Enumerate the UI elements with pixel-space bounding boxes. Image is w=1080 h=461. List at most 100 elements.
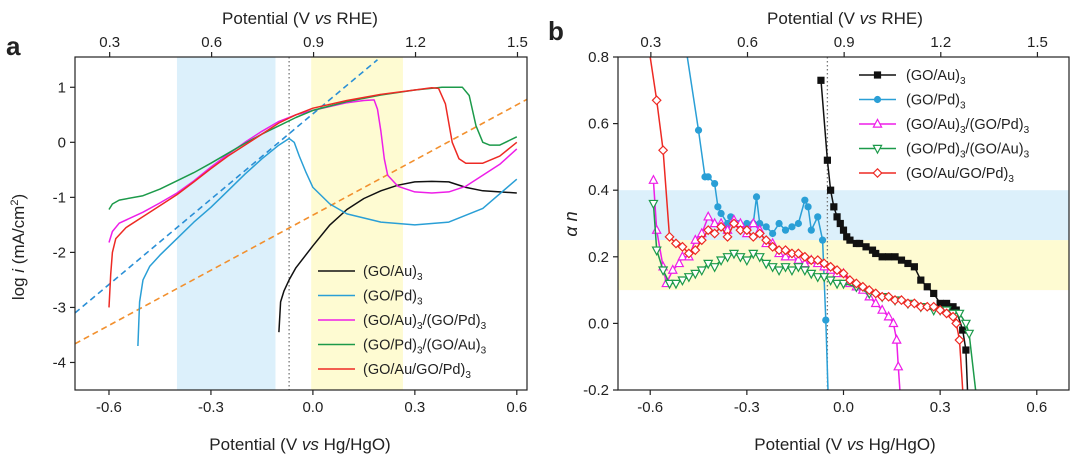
b-series-go-au-3-point-15 — [885, 253, 893, 261]
b-series-go-au-go-pd-3-point-22 — [793, 248, 804, 259]
a-top-axis-title: Potential (V vs RHE) — [222, 9, 378, 28]
b-y-tick-label: 0.8 — [588, 49, 609, 66]
a-y-tick-label: -4 — [53, 354, 66, 371]
b-series-go-au-go-pd-3-point-32 — [857, 281, 868, 292]
a-top-tick-label: 0.9 — [303, 34, 324, 51]
a-series-go-pd-3 — [137, 137, 518, 347]
b-x-tick-label: 0.6 — [1026, 399, 1047, 416]
b-series-go-pd-3-point-10 — [743, 219, 751, 228]
b-series-go-pd-3-go-au-3-point-26 — [812, 273, 823, 283]
b-series-go-au-3-go-pd-3-tail — [897, 366, 901, 390]
b-series-go-au-go-pd-3-point-20 — [780, 245, 791, 256]
b-x-tick-label: 0.3 — [930, 399, 951, 416]
b-series-go-pd-3-go-au-3-point-10 — [709, 263, 720, 273]
a-x-tick-label: 0.0 — [302, 399, 323, 416]
b-series-go-pd-3-go-au-3-point-7 — [690, 269, 701, 280]
b-series-go-au-3-go-pd-3-point-36 — [870, 297, 881, 308]
b-series-go-au-3-point-22 — [930, 289, 938, 298]
b-series-go-au-go-pd-3-point-34 — [870, 288, 881, 299]
b-series-go-au-go-pd-3-point-43 — [928, 301, 939, 312]
b-series-go-pd-3-go-au-3-point-12 — [722, 253, 733, 263]
b-series-go-pd-3-go-au-3-point-3 — [664, 279, 675, 290]
b-series-go-au-go-pd-3-point-28 — [832, 265, 843, 276]
a-top-tick-label: 0.3 — [99, 34, 120, 51]
b-series-go-au-go-pd-3-tail_end — [958, 340, 964, 390]
b-series-go-pd-3-point-22 — [807, 226, 815, 234]
a-axes: -0.6 -0.3 0.0 0.3 0.6 -4 -3 -2 -1 0 1 0.3 0.6 0.9 1.2 1… — [53, 34, 528, 416]
b-series-go-au-3-point-8 — [846, 236, 854, 244]
b-series-go-au-3-point-23 — [936, 299, 944, 308]
a-x-tick-label: -0.3 — [198, 399, 224, 416]
a-x-tick-label: 0.3 — [404, 399, 425, 416]
b-series-go-au-3-point-0 — [817, 76, 825, 84]
a-series-go-au-3-go-pd-3 — [108, 99, 518, 243]
a-legend-go-au-3-label: (GO/Au)3 — [363, 264, 423, 283]
b-series-go-au-3-point-6 — [839, 226, 848, 234]
a-series-go-au-3 — [278, 180, 517, 333]
b-y-tick-label: -0.2 — [583, 382, 609, 399]
b-series-go-pd-3-point-15 — [769, 229, 777, 238]
b-series-go-pd-3-point-24 — [818, 236, 827, 244]
a-y-tick-label: -2 — [53, 244, 66, 261]
b-series-go-pd-3-point-2 — [704, 173, 712, 181]
b-series-go-au-3-point-18 — [904, 259, 912, 268]
a-legend-go-pd-3-go-au-3-label: (GO/Pd)3/(GO/Au)3 — [363, 338, 487, 357]
b-series-go-pd-3-go-au-3-point-1 — [651, 246, 662, 257]
b-series-go-au-go-pd-3-point-48 — [954, 335, 965, 346]
panel-label-b: b — [548, 16, 564, 46]
b-series-go-pd-3-go-au-3-point-4 — [670, 279, 682, 290]
b-series-go-au-go-pd-3-point-15 — [748, 231, 759, 242]
a-top-tick-label: 0.6 — [201, 34, 222, 51]
b-top-tick-label: 0.9 — [834, 34, 855, 51]
a-y-tick-label: 1 — [58, 79, 66, 96]
a-tafel-fit-1 — [75, 98, 527, 345]
a-plot-lines — [75, 57, 527, 390]
b-axes: -0.6 -0.3 0.0 0.3 0.6 -0.2 0.0 0.2 0.4 0.6 0.8 0.3 0… — [583, 34, 1070, 416]
b-series-go-au-3-point-2 — [827, 186, 835, 194]
b-series-go-au-go-pd-3-point-8 — [703, 225, 714, 236]
b-series-go-au-3-go-pd-3-point-40 — [891, 334, 902, 344]
b-series-go-pd-3-go-au-3-point-0 — [648, 199, 659, 210]
b-series-go-au-3-point-27 — [959, 326, 967, 334]
b-series-go-au-go-pd-3-point-36 — [883, 291, 894, 302]
b-y-tick-label: 0.2 — [588, 249, 609, 266]
b-series-go-au-go-pd-3-point-11 — [722, 231, 733, 242]
b-series-go-au-go-pd-3-point-1 — [658, 145, 669, 156]
b-top-tick-label: 0.6 — [737, 34, 758, 51]
a-series-go-pd-3-go-au-3 — [108, 86, 518, 210]
b-plot-lines — [648, 57, 977, 390]
b-series-go-au-go-pd-3-point-2 — [664, 231, 675, 242]
a-legend-go-pd-3-label: (GO/Pd)3 — [363, 289, 423, 308]
b-series-go-pd-3-go-au-3-point-30 — [838, 279, 849, 290]
b-series-go-au-3-go-pd-3-point-11 — [709, 217, 720, 228]
b-series-go-au-go-pd-3-point-18 — [767, 241, 778, 252]
b-series-go-au-3-point-17 — [897, 256, 906, 264]
b-series-go-au-go-pd-3-point-47 — [951, 318, 962, 329]
b-series-go-pd-3-go-au-3-point-6 — [683, 273, 694, 283]
b-series-go-au-go-pd-3-point-12 — [728, 218, 740, 229]
b-series-go-au-3-point-19 — [910, 263, 918, 271]
b-series-go-au-3-point-28 — [962, 346, 970, 354]
b-series-go-pd-3-go-au-3-point-20 — [773, 266, 785, 276]
b-series-go-au-go-pd-3-point-45 — [941, 308, 952, 319]
b-series-go-au-go-pd-3-head — [649, 57, 658, 101]
b-series-go-au-go-pd-3-point-46 — [947, 311, 959, 322]
a-y-tick-label: 0 — [58, 134, 66, 151]
panel-a: a -0.6 -0.3 0.0 0.3 0.6 -4 -3 -2 -1 0 1 0.3 0.6 0.9 1.… — [6, 9, 528, 454]
b-series-go-au-go-pd-3-point-4 — [677, 241, 688, 252]
b-series-go-au-3-point-14 — [878, 253, 886, 261]
b-series-go-pd-3-point-5 — [717, 209, 725, 218]
b-series-go-pd-3-point-12 — [752, 193, 761, 201]
a-y-tick-label: -3 — [53, 299, 66, 316]
b-y-tick-label: 0.4 — [588, 182, 609, 199]
b-series-go-pd-3-go-au-3-point-43 — [964, 329, 975, 340]
b-series-go-au-3-point-10 — [856, 239, 864, 248]
b-series-go-au-go-pd-3-point-31 — [851, 278, 862, 289]
a-top-tick-label: 1.2 — [405, 34, 426, 51]
b-series-go-au-3-point-16 — [891, 253, 899, 261]
b-legend-go-pd-3-marker — [873, 95, 882, 104]
b-series-go-au-go-pd-3-point-14 — [741, 225, 752, 236]
b-y-tick-label: 0.6 — [588, 116, 609, 133]
b-series-go-au-3-go-pd-3-point-6 — [677, 250, 688, 261]
b-series-go-au-go-pd-3-point-10 — [716, 221, 727, 232]
